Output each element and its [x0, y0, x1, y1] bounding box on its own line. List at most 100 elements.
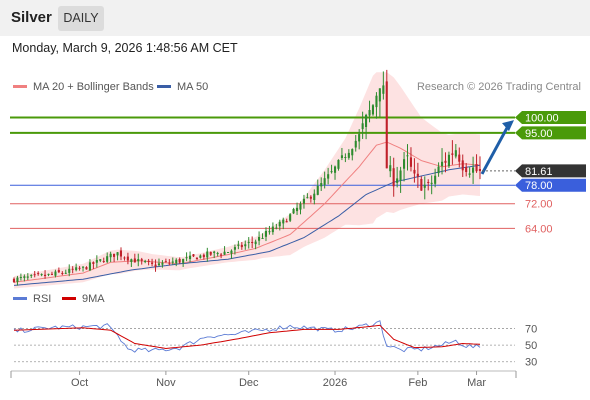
rsi-legend-label: 9MA [82, 293, 105, 305]
candle-body [420, 179, 423, 191]
candle-body [472, 167, 475, 173]
candle [261, 233, 264, 239]
candle-body [247, 241, 250, 243]
candle-body [271, 226, 274, 233]
candle [296, 202, 299, 215]
candle-body [244, 244, 247, 247]
candle-body [154, 264, 157, 267]
candle [430, 175, 433, 195]
candle-body [323, 178, 326, 185]
candle-body [157, 263, 160, 266]
candle-body [109, 253, 112, 258]
candle [268, 225, 271, 235]
candle-body [92, 262, 95, 264]
candle [337, 159, 340, 171]
candle-body [195, 257, 198, 260]
candle [258, 231, 261, 246]
candle-body [403, 159, 406, 169]
candle [85, 266, 88, 270]
candle-body [396, 178, 399, 183]
candle-body [230, 250, 233, 254]
candle [78, 266, 81, 271]
candle-body [168, 262, 171, 264]
candle [358, 129, 361, 150]
rsi-line [13, 320, 481, 353]
time-tick-label: 2026 [323, 377, 347, 389]
candle [185, 252, 188, 262]
candle-body [182, 259, 185, 263]
candle [202, 253, 205, 260]
candle [475, 154, 478, 173]
candle-body [254, 241, 257, 245]
candle [309, 195, 312, 203]
candle [278, 219, 281, 231]
candle [454, 144, 457, 159]
candle-body [427, 182, 430, 183]
candle [126, 252, 129, 265]
forecast-arrow-shaft [480, 125, 510, 175]
candle-body [116, 252, 119, 256]
rsi-panel: 70 50 30 [13, 320, 537, 369]
candle [240, 242, 243, 250]
level-label-72.00: 72.00 [525, 199, 553, 211]
candle [168, 259, 171, 266]
candle [227, 252, 230, 253]
candle [441, 148, 444, 175]
time-tick-label: Mar [467, 377, 486, 389]
candle [427, 179, 430, 191]
candle-body [119, 250, 122, 257]
candle [368, 100, 371, 123]
time-tick-label: Dec [239, 377, 259, 389]
candle-body [137, 259, 140, 262]
candle [378, 88, 381, 118]
candles [12, 69, 514, 286]
candle [195, 257, 198, 260]
candle [264, 227, 267, 242]
candle-body [406, 155, 409, 157]
candle-body [202, 254, 205, 258]
last-price-label: 81.61 [525, 166, 553, 178]
timeframe-tab-daily[interactable]: DAILY [58, 6, 104, 31]
candle [323, 171, 326, 189]
candle [344, 153, 347, 163]
candle-body [282, 219, 285, 224]
candle-body [344, 157, 347, 158]
candle-body [261, 238, 264, 239]
candle-body [54, 271, 57, 276]
candle [116, 252, 119, 261]
candle [123, 256, 126, 261]
candle [251, 236, 254, 249]
forecast-arrow [480, 120, 514, 175]
candle [382, 71, 385, 100]
candle [130, 258, 133, 268]
candle [37, 271, 40, 276]
last-price-tag: 81.61 [515, 164, 586, 178]
rsi-tick-label: 30 [525, 357, 537, 369]
candle-body [437, 166, 440, 174]
candle-body [354, 140, 357, 148]
candle [64, 269, 67, 275]
candle [285, 218, 288, 223]
candle [216, 251, 219, 257]
candle-body [330, 171, 333, 173]
candle-body [278, 221, 281, 227]
candle-body [220, 254, 223, 256]
candle [119, 247, 122, 261]
candle-body [33, 274, 36, 276]
candle [154, 259, 157, 272]
candle-body [285, 221, 288, 223]
candle-body [251, 242, 254, 243]
candle-body [113, 253, 116, 257]
candle [371, 104, 374, 116]
candle-body [375, 95, 378, 108]
research-watermark: Research © 2026 Trading Central [417, 81, 581, 93]
candle [57, 267, 60, 274]
candle-body [361, 123, 364, 130]
candle [19, 273, 22, 281]
candle-body [337, 159, 340, 169]
candle [47, 273, 50, 277]
rsi-legend-label: RSI [33, 293, 51, 305]
candle [340, 147, 343, 161]
candle [365, 113, 368, 140]
candle [351, 148, 354, 161]
